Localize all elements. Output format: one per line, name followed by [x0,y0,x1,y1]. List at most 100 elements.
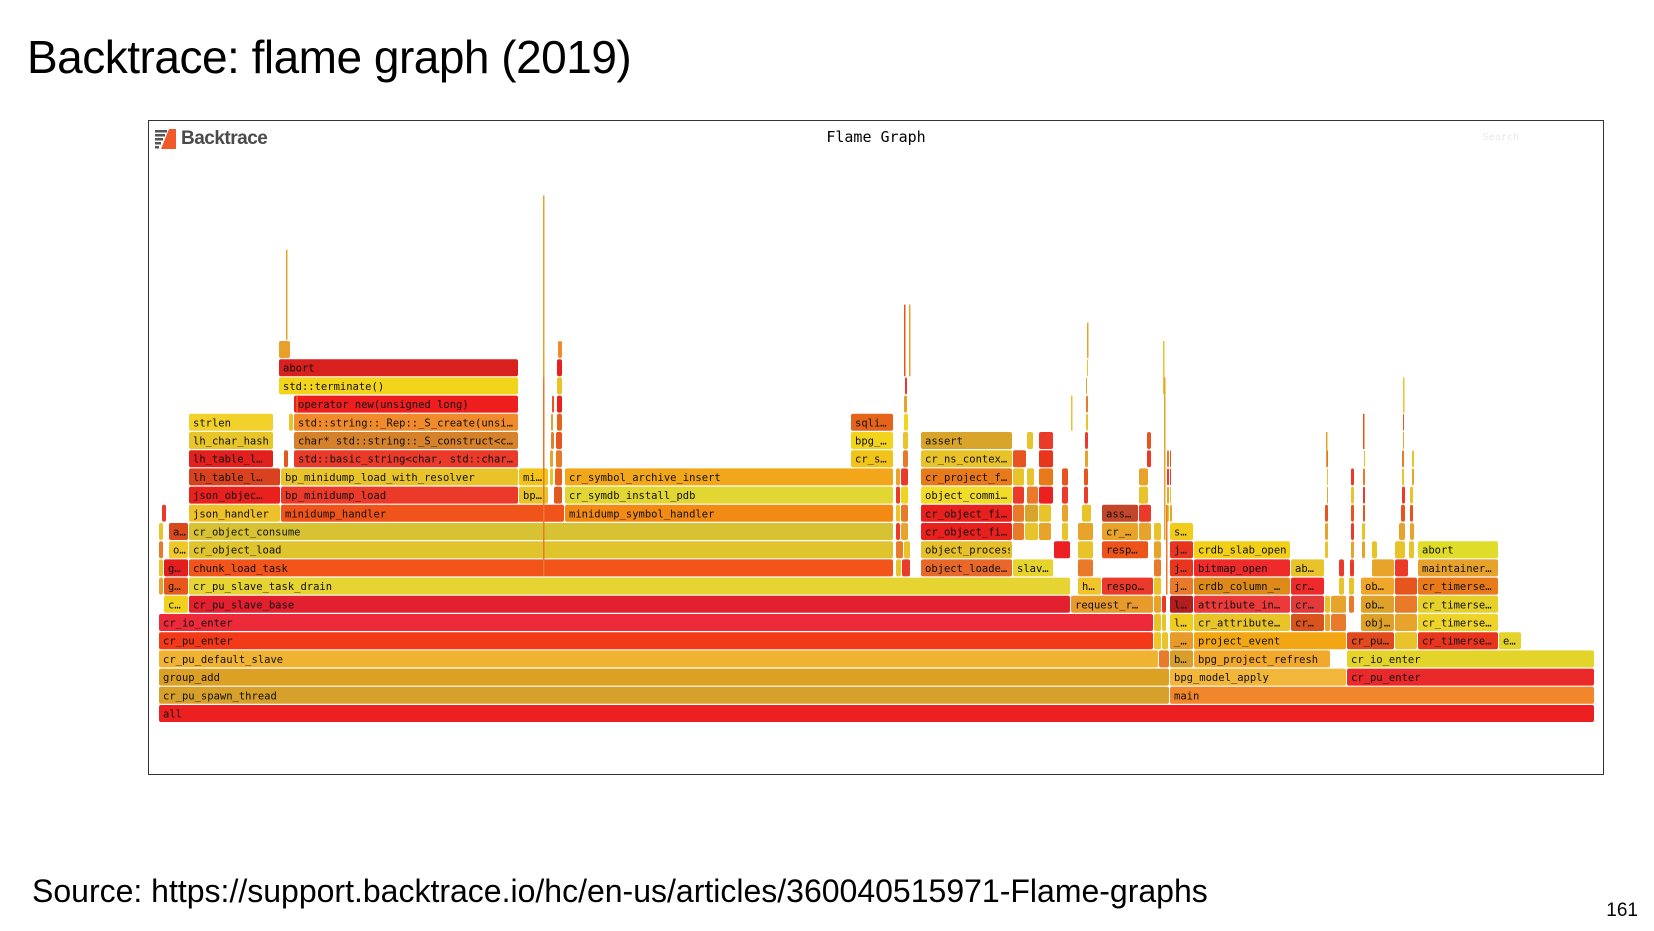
flame-frame-unlabeled[interactable] [901,504,908,522]
flame-frame-rect[interactable] [1418,595,1498,613]
flame-frame-unlabeled[interactable] [1086,377,1087,395]
flame-frame-unlabeled[interactable] [1364,450,1365,468]
flame-frame[interactable]: cr_s… [851,450,893,468]
flame-frame-unlabeled[interactable] [1154,523,1161,540]
flame-frame-rect[interactable] [557,413,562,431]
flame-frame-rect[interactable] [904,541,910,559]
flame-frame-unlabeled[interactable] [557,413,562,431]
flame-frame-rect[interactable] [159,650,1158,668]
flame-frame-unlabeled[interactable] [284,450,288,468]
flame-frame-unlabeled[interactable] [1372,559,1394,577]
flame-frame-rect[interactable] [1347,632,1394,650]
flame-frame-rect[interactable] [1349,577,1354,595]
flame-frame-rect[interactable] [1154,559,1161,577]
flame-frame-rect[interactable] [896,523,900,540]
flame-frame-rect[interactable] [1363,486,1365,504]
flame-frame[interactable]: cr_… [1102,523,1138,540]
flame-frame-unlabeled[interactable] [1078,523,1093,540]
flame-frame-rect[interactable] [1071,595,1153,613]
flame-frame-rect[interactable] [1039,486,1053,504]
flame-frame-unlabeled[interactable] [1078,559,1093,577]
flame-frame[interactable]: j… [1170,577,1193,595]
flame-frame-rect[interactable] [1170,668,1346,686]
flame-frame-rect[interactable] [921,450,1012,468]
flame-frame-rect[interactable] [921,523,1012,540]
flame-frame-rect[interactable] [1410,523,1414,540]
flame-frame-unlabeled[interactable] [1139,468,1148,486]
flame-frame-rect[interactable] [1349,595,1354,613]
flame-frame[interactable]: cr_object_consume [189,523,893,540]
flame-frame-unlabeled[interactable] [162,504,166,522]
flame-frame-rect[interactable] [1291,577,1324,595]
flame-frame-rect[interactable] [1087,359,1088,377]
flame-frame-rect[interactable] [1078,559,1093,577]
flame-frame[interactable]: cr_pu_enter [1347,668,1594,686]
flame-frame-rect[interactable] [1170,523,1193,540]
flame-frame-rect[interactable] [1086,395,1088,413]
flame-frame[interactable]: abort [1418,541,1498,559]
flame-frame-rect[interactable] [1078,523,1093,540]
flame-frame-rect[interactable] [1351,486,1354,504]
flame-frame-unlabeled[interactable] [1085,432,1088,449]
flame-frame-rect[interactable] [921,468,1012,486]
flame-frame[interactable]: slav… [1013,559,1053,577]
flame-frame-unlabeled[interactable] [1086,395,1088,413]
flame-frame-unlabeled[interactable] [1325,595,1330,613]
flame-frame-rect[interactable] [281,486,518,504]
flame-frame[interactable]: cr_pu… [1347,632,1394,650]
flame-frame-rect[interactable] [1102,504,1138,522]
flame-frame[interactable]: cr… [1291,595,1324,613]
flame-frame-unlabeled[interactable] [550,450,553,468]
flame-frame-rect[interactable] [162,504,166,522]
flame-frame[interactable]: json_objec… [189,486,280,504]
flame-frame-unlabeled[interactable] [1351,523,1354,540]
flame-frame[interactable]: o… [169,541,188,559]
flame-frame[interactable]: cr_project_f… [921,468,1012,486]
flame-frame-rect[interactable] [1325,523,1328,540]
flame-frame-rect[interactable] [189,559,893,577]
flame-frame-rect[interactable] [189,541,893,559]
flame-frame-rect[interactable] [1361,577,1394,595]
flame-frame-rect[interactable] [294,413,518,431]
flame-frame-unlabeled[interactable] [1039,450,1053,468]
flame-frame-rect[interactable] [159,632,1153,650]
flame-frame[interactable]: all [159,705,1594,722]
flame-frame-rect[interactable] [189,523,893,540]
flame-frame-unlabeled[interactable] [1085,450,1088,468]
flame-frame-unlabeled[interactable] [556,450,562,468]
flame-frame-unlabeled[interactable] [1078,541,1093,559]
flame-frame-rect[interactable] [1339,577,1344,595]
flame-frame-unlabeled[interactable] [1039,486,1053,504]
flame-frame[interactable]: cr_pu_slave_base [189,595,1070,613]
flame-frame-unlabeled[interactable] [1339,559,1344,577]
flame-frame-rect[interactable] [921,504,1012,522]
flame-frame[interactable]: operator new(unsigned long) [294,395,518,413]
flame-frame[interactable]: bpg_model_apply [1170,668,1346,686]
flame-frame-rect[interactable] [1013,450,1026,468]
flame-frame-unlabeled[interactable] [902,559,910,577]
flame-frame-unlabeled[interactable] [1154,559,1161,577]
flame-frame-rect[interactable] [1039,504,1051,522]
flame-frame-unlabeled[interactable] [558,341,562,358]
flame-frame-unlabeled[interactable] [552,395,554,413]
flame-frame-unlabeled[interactable] [1139,504,1151,522]
flame-frame[interactable]: bpg_project_refresh [1194,650,1330,668]
flame-frame-rect[interactable] [1194,650,1330,668]
flame-frame-unlabeled[interactable] [1154,595,1161,613]
flame-frame-unlabeled[interactable] [1039,432,1053,449]
flame-frame[interactable]: cr_object_fi… [921,504,1012,522]
flame-frame-rect[interactable] [1291,595,1324,613]
flame-frame[interactable]: request_r… [1071,595,1153,613]
flame-frame-rect[interactable] [1054,541,1070,559]
flame-frame-rect[interactable] [921,432,1012,449]
flame-spike[interactable] [1164,377,1166,540]
flame-frame-rect[interactable] [1325,541,1328,559]
flame-frame-rect[interactable] [1401,504,1405,522]
flame-frame[interactable]: j… [1170,559,1193,577]
flame-frame[interactable]: cr_pu_spawn_thread [159,686,1169,704]
flame-frame-rect[interactable] [1078,577,1101,595]
flame-frame-unlabeled[interactable] [1363,486,1365,504]
flame-frame[interactable]: attribute_in… [1194,595,1290,613]
flame-frame-unlabeled[interactable] [1349,577,1354,595]
flame-frame-rect[interactable] [1039,432,1053,449]
